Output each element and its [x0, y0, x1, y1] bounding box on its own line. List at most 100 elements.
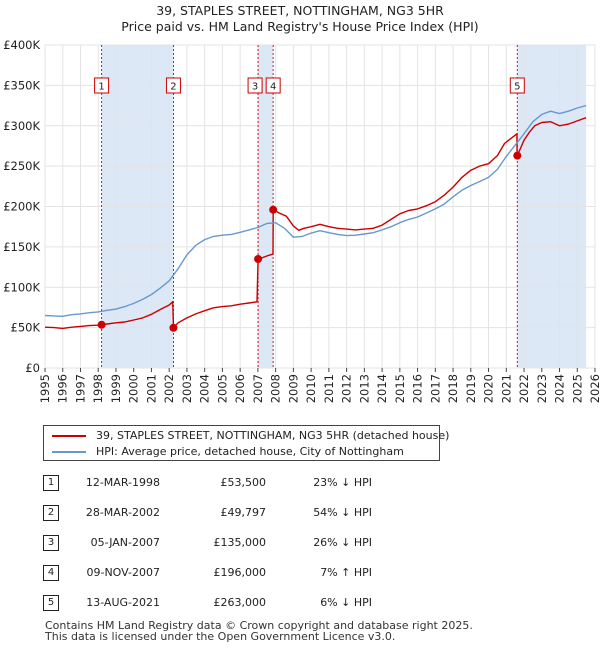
y-tick-label: £100K	[3, 280, 40, 294]
sale-number: 4	[43, 565, 59, 581]
sale-date: 09-NOV-2007	[86, 566, 160, 579]
table-row: 3 05-JAN-2007 £135,000 26% ↓ HPI	[0, 534, 600, 552]
x-tick-label: 2024	[553, 374, 567, 403]
legend-label-hpi: HPI: Average price, detached house, City…	[96, 445, 404, 458]
y-axis: £0 £50K £100K £150K £200K £250K £300K £350K £400…	[3, 38, 40, 375]
x-tick-label: 2017	[428, 374, 442, 403]
x-tick-label: 2006	[233, 374, 247, 403]
x-axis: 1995 1996 1997 1998 1999 2000 2001 2002 2003 2004…	[38, 368, 600, 403]
sale-point	[269, 205, 278, 214]
sale-marker-label: 2	[170, 82, 176, 93]
x-tick-label: 2009	[286, 374, 300, 403]
x-tick-label: 2010	[304, 374, 318, 403]
sale-hpi-diff: 23% ↓ HPI	[313, 476, 372, 489]
sale-marker-label: 5	[514, 82, 520, 93]
x-tick-label: 2011	[322, 374, 336, 403]
x-tick-label: 1995	[38, 374, 52, 403]
sale-hpi-diff: 54% ↓ HPI	[313, 506, 372, 519]
sale-number: 5	[43, 595, 59, 611]
series-lines	[44, 104, 587, 330]
sale-marker-frame	[94, 77, 110, 94]
x-tick-label: 1997	[73, 374, 87, 403]
table-row: 2 28-MAR-2002 £49,797 54% ↓ HPI	[0, 504, 600, 522]
x-tick-label: 2005	[215, 374, 229, 403]
x-tick-label: 2014	[375, 374, 389, 403]
x-tick-label: 2022	[517, 374, 531, 403]
x-tick-label: 2012	[340, 374, 354, 403]
x-tick-label: 2003	[180, 374, 194, 403]
y-tick-label: £350K	[3, 78, 40, 92]
sale-hpi-diff: 7% ↑ HPI	[320, 566, 372, 579]
x-tick-label: 2019	[464, 374, 478, 403]
x-tick-label: 2025	[570, 374, 584, 403]
footer-copyright: Contains HM Land Registry data © Crown c…	[45, 619, 473, 632]
sale-point	[169, 323, 178, 332]
x-tick-label: 1996	[56, 374, 70, 403]
sale-marker-box: 4	[265, 77, 281, 94]
sale-price: £135,000	[213, 536, 267, 549]
x-tick-label: 2020	[482, 374, 496, 403]
x-tick-label: 2018	[446, 374, 460, 403]
legend-swatch-price	[52, 435, 86, 437]
sale-price: £49,797	[220, 506, 267, 519]
table-row: 4 09-NOV-2007 £196,000 7% ↑ HPI	[0, 564, 600, 582]
x-tick-label: 1999	[109, 374, 123, 403]
chart-subtitle: Price paid vs. HM Land Registry's House …	[121, 19, 479, 34]
sale-marker-frame	[509, 77, 525, 94]
sale-marker-box: 3	[247, 77, 263, 94]
sale-marker-label: 3	[252, 82, 258, 93]
series-line-hpi	[44, 104, 587, 317]
legend-item-price: 39, STAPLES STREET, NOTTINGHAM, NG3 5HR …	[52, 429, 449, 443]
table-row: 1 12-MAR-1998 £53,500 23% ↓ HPI	[0, 474, 600, 492]
sale-point	[254, 254, 263, 263]
legend: 39, STAPLES STREET, NOTTINGHAM, NG3 5HR …	[43, 425, 449, 461]
x-tick-label: 2000	[127, 374, 141, 403]
x-tick-label: 2015	[393, 374, 407, 403]
sale-hpi-diff: 26% ↓ HPI	[313, 536, 372, 549]
sale-marker-frame	[165, 77, 181, 94]
x-tick-label: 2004	[198, 374, 212, 403]
x-tick-label: 2002	[162, 374, 176, 403]
legend-item-hpi: HPI: Average price, detached house, City…	[52, 445, 404, 459]
x-tick-label: 2026	[588, 374, 600, 403]
x-tick-label: 2021	[499, 374, 513, 403]
chart-title: 39, STAPLES STREET, NOTTINGHAM, NG3 5HR …	[0, 3, 600, 35]
series-line-price	[44, 117, 587, 330]
x-tick-label: 2016	[411, 374, 425, 403]
sale-date: 13-AUG-2021	[86, 596, 160, 609]
sale-points	[97, 151, 522, 332]
sale-price: £53,500	[220, 476, 267, 489]
sale-date: 05-JAN-2007	[90, 536, 160, 549]
table-row: 5 13-AUG-2021 £263,000 6% ↓ HPI	[0, 594, 600, 612]
sale-date: 12-MAR-1998	[85, 476, 160, 489]
sale-marker-boxes: 1 2 3 4 5	[94, 77, 525, 94]
grid-lines	[44, 44, 596, 369]
sale-number: 2	[43, 505, 59, 521]
y-tick-label: £0	[25, 361, 40, 375]
footer: Contains HM Land Registry data © Crown c…	[45, 620, 473, 642]
sale-hpi-diff: 6% ↓ HPI	[320, 596, 372, 609]
sale-marker-label: 4	[270, 82, 276, 93]
y-tick-label: £50K	[11, 321, 41, 335]
sale-number: 3	[43, 535, 59, 551]
sale-marker-frame	[265, 77, 281, 94]
y-tick-label: £400K	[3, 38, 40, 52]
y-tick-label: £250K	[3, 159, 40, 173]
x-tick-label: 2007	[251, 374, 265, 403]
footer-licence: This data is licensed under the Open Gov…	[45, 630, 396, 643]
chart-title-address: 39, STAPLES STREET, NOTTINGHAM, NG3 5HR	[156, 3, 444, 18]
x-tick-label: 2023	[535, 374, 549, 403]
x-tick-label: 1998	[91, 374, 105, 403]
sale-marker-box: 1	[94, 77, 110, 94]
x-tick-label: 2013	[357, 374, 371, 403]
sale-marker-frame	[247, 77, 263, 94]
x-tick-label: 2008	[269, 374, 283, 403]
legend-swatch-hpi	[52, 451, 86, 453]
legend-label-price: 39, STAPLES STREET, NOTTINGHAM, NG3 5HR …	[96, 429, 450, 442]
y-tick-label: £200K	[3, 200, 40, 214]
sale-marker-label: 1	[98, 82, 104, 93]
sale-price: £196,000	[213, 566, 267, 579]
y-tick-label: £300K	[3, 119, 40, 133]
sale-date: 28-MAR-2002	[85, 506, 160, 519]
sale-price: £263,000	[213, 596, 267, 609]
